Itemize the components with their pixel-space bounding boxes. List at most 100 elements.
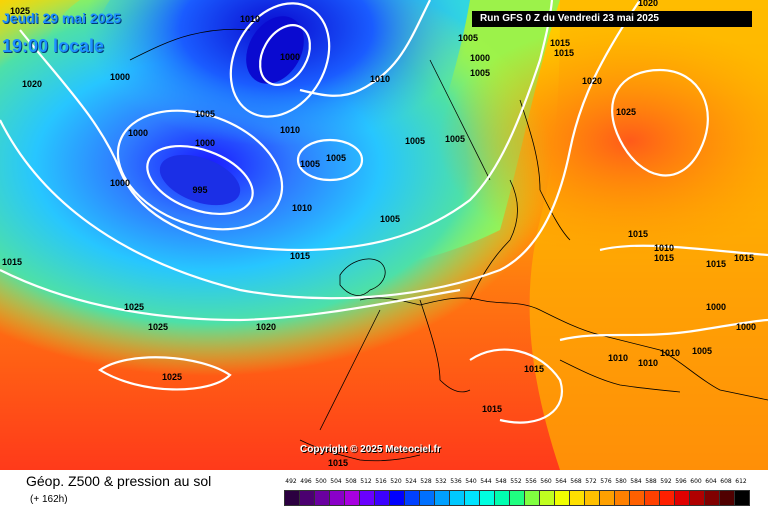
isobar-label: 1005 bbox=[445, 134, 465, 144]
scale-label: 540 bbox=[465, 478, 477, 485]
scale-swatch bbox=[389, 490, 405, 506]
scale-label: 568 bbox=[570, 478, 582, 485]
isobar-label: 995 bbox=[192, 185, 207, 195]
scale-label: 536 bbox=[450, 478, 462, 485]
scale-label: 604 bbox=[705, 478, 717, 485]
scale-swatch bbox=[299, 490, 315, 506]
isobar-label: 1015 bbox=[328, 458, 348, 468]
isobar-label: 1000 bbox=[110, 72, 130, 82]
isobar-label: 1025 bbox=[10, 6, 30, 16]
isobar-label: 1015 bbox=[654, 253, 674, 263]
scale-label: 516 bbox=[375, 478, 387, 485]
scale-label: 532 bbox=[435, 478, 447, 485]
isobar-label: 1000 bbox=[195, 138, 215, 148]
forecast-hour: (+ 162h) bbox=[30, 494, 68, 505]
isobar-label: 1010 bbox=[370, 74, 390, 84]
scale-label: 580 bbox=[615, 478, 627, 485]
isobar-label: 1025 bbox=[148, 322, 168, 332]
isobar-label: 1015 bbox=[524, 364, 544, 374]
scale-swatch bbox=[569, 490, 585, 506]
scale-swatch bbox=[314, 490, 330, 506]
scale-swatch bbox=[329, 490, 345, 506]
scale-swatch bbox=[284, 490, 300, 506]
scale-swatch bbox=[509, 490, 525, 506]
scale-swatch bbox=[689, 490, 705, 506]
isobar-label: 1005 bbox=[692, 346, 712, 356]
isobar-label: 1010 bbox=[292, 203, 312, 213]
scale-swatch bbox=[644, 490, 660, 506]
scale-swatch bbox=[614, 490, 630, 506]
weather-map: 1025 1020 1000 1000 1000 1010 1000 1005 1000 995 1… bbox=[0, 0, 768, 470]
scale-label: 528 bbox=[420, 478, 432, 485]
isobar-label: 1015 bbox=[554, 48, 574, 58]
scale-label: 600 bbox=[690, 478, 702, 485]
isobar-label: 1005 bbox=[326, 153, 346, 163]
isobar-label: 1000 bbox=[110, 178, 130, 188]
scale-label: 584 bbox=[630, 478, 642, 485]
isobar-label: 1010 bbox=[280, 125, 300, 135]
scale-label: 524 bbox=[405, 478, 417, 485]
isobar-label: 1015 bbox=[706, 259, 726, 269]
scale-swatch bbox=[434, 490, 450, 506]
scale-label: 588 bbox=[645, 478, 657, 485]
eastern-high-shading bbox=[0, 0, 768, 470]
scale-swatch bbox=[599, 490, 615, 506]
isobar-label: 1010 bbox=[660, 348, 680, 358]
isobar-label: 1005 bbox=[470, 68, 490, 78]
chart-title: Géop. Z500 & pression au sol bbox=[26, 473, 212, 489]
scale-swatch bbox=[344, 490, 360, 506]
scale-label: 544 bbox=[480, 478, 492, 485]
low-core-west bbox=[159, 154, 241, 206]
scale-label: 572 bbox=[585, 478, 597, 485]
scale-label: 564 bbox=[555, 478, 567, 485]
scale-swatch bbox=[704, 490, 720, 506]
scale-label: 556 bbox=[525, 478, 537, 485]
scale-label: 560 bbox=[540, 478, 552, 485]
scale-swatch bbox=[734, 490, 750, 506]
scale-swatch bbox=[359, 490, 375, 506]
scale-swatch bbox=[464, 490, 480, 506]
scale-swatch bbox=[539, 490, 555, 506]
scale-label: 492 bbox=[285, 478, 297, 485]
isobar-label: 1010 bbox=[638, 358, 658, 368]
isobar-label: 1015 bbox=[290, 251, 310, 261]
scale-label: 496 bbox=[300, 478, 312, 485]
isobar-label: 1020 bbox=[22, 79, 42, 89]
scale-label: 504 bbox=[330, 478, 342, 485]
isobar-label: 1000 bbox=[280, 52, 300, 62]
scale-label: 612 bbox=[735, 478, 747, 485]
scale-swatch bbox=[404, 490, 420, 506]
copyright: Copyright © 2025 Meteociel.fr bbox=[300, 444, 441, 455]
isobar-label: 1000 bbox=[128, 128, 148, 138]
scale-label: 500 bbox=[315, 478, 327, 485]
isobar-label: 1005 bbox=[300, 159, 320, 169]
scale-label: 548 bbox=[495, 478, 507, 485]
isobar-lines bbox=[0, 0, 768, 423]
scale-swatch bbox=[449, 490, 465, 506]
run-info: Run GFS 0 Z du Vendredi 23 mai 2025 bbox=[472, 11, 752, 27]
isobar-label: 1000 bbox=[706, 302, 726, 312]
scale-swatch bbox=[374, 490, 390, 506]
isobar-label: 1015 bbox=[2, 257, 22, 267]
isobar-label: 1020 bbox=[582, 76, 602, 86]
isobar-label: 1025 bbox=[616, 107, 636, 117]
scale-swatch bbox=[629, 490, 645, 506]
isobar-label: 1025 bbox=[162, 372, 182, 382]
scale-swatch bbox=[584, 490, 600, 506]
scale-swatch bbox=[524, 490, 540, 506]
isobar-label: 1005 bbox=[405, 136, 425, 146]
scale-swatch bbox=[419, 490, 435, 506]
scale-label: 552 bbox=[510, 478, 522, 485]
scale-label: 576 bbox=[600, 478, 612, 485]
isobar-label: 1015 bbox=[628, 229, 648, 239]
coastlines bbox=[129, 28, 768, 462]
isobar-label: 1005 bbox=[458, 33, 478, 43]
isobar-label: 1015 bbox=[482, 404, 502, 414]
isobar-label: 1015 bbox=[734, 253, 754, 263]
isobar-label: 1010 bbox=[654, 243, 674, 253]
isobar-label: 1020 bbox=[256, 322, 276, 332]
forecast-time: 19:00 locale bbox=[2, 36, 105, 56]
scale-swatch bbox=[674, 490, 690, 506]
scale-label: 512 bbox=[360, 478, 372, 485]
scale-label: 608 bbox=[720, 478, 732, 485]
